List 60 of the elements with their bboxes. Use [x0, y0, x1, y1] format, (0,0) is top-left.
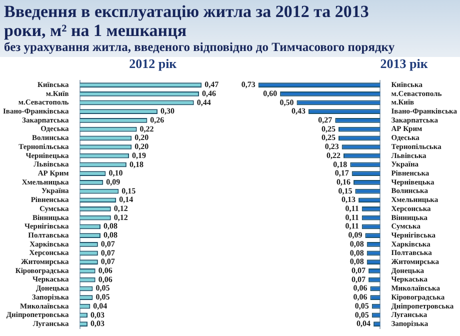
data-label: 0,08 [350, 248, 364, 258]
data-label: 0,27 [318, 116, 332, 125]
data-label: 0,15 [338, 186, 352, 196]
data-label: 0,12 [114, 204, 128, 214]
data-label: 0,06 [98, 266, 112, 276]
data-label: 0,60 [263, 88, 278, 98]
data-label: 0,19 [132, 150, 146, 160]
data-label: 0,73 [241, 80, 256, 90]
data-label: 0,03 [90, 310, 105, 320]
data-label: 0,11 [345, 212, 359, 222]
data-label: 0,05 [96, 292, 110, 302]
data-label: 0,12 [114, 212, 128, 222]
data-label: 0,10 [108, 168, 123, 178]
data-label: 0,23 [324, 142, 339, 152]
data-label: 0,26 [150, 116, 164, 125]
data-label: 0,08 [104, 222, 118, 231]
data-label: 0,08 [350, 257, 364, 266]
data-label: 0,05 [96, 284, 110, 293]
data-label: 0,20 [134, 142, 149, 152]
data-label: 0,09 [106, 177, 120, 186]
data-label: 0,44 [196, 98, 211, 107]
data-label: 0,03 [90, 319, 105, 328]
data-label: 0,07 [100, 239, 115, 248]
data-label: 0,07 [352, 266, 366, 276]
data-label: 0,18 [129, 160, 144, 169]
data-label: 0,11 [345, 204, 359, 214]
x-axis-title: 2012 рік [129, 56, 178, 72]
data-label: 0,22 [326, 150, 341, 160]
data-label: 0,30 [160, 106, 175, 116]
data-label: 0,08 [350, 239, 364, 248]
data-label: 0,11 [345, 222, 359, 231]
data-label: 0,07 [352, 274, 366, 284]
data-label: 0,25 [321, 124, 336, 134]
data-label: 0,14 [119, 195, 134, 204]
data-label: 0,15 [122, 186, 136, 196]
data-label: 0,05 [354, 310, 369, 320]
data-label: 0,50 [280, 98, 294, 107]
data-label: 0,06 [353, 292, 368, 302]
data-label: 0,09 [348, 230, 362, 240]
chart-subtitle: без урахування житла, введеного відповідно до Тимчасового порядку [4, 40, 396, 55]
data-label: 0,07 [100, 248, 115, 258]
x-axis-title: 2013 рік [380, 56, 428, 72]
data-label: 0,47 [204, 80, 219, 90]
data-label: 0,25 [321, 133, 336, 142]
data-label: 0,43 [291, 106, 306, 116]
data-label: 0,07 [100, 257, 115, 266]
data-label: 0,04 [93, 301, 108, 310]
data-label: 0,17 [334, 168, 349, 178]
data-label: 0,18 [333, 160, 348, 169]
data-label: 0,13 [342, 195, 356, 204]
chart-title: Введення в експлуатацію житла за 2012 та 2013 роки, м² на 1 мешканця [4, 2, 370, 40]
data-label: 0,08 [104, 230, 118, 240]
data-label: 0,05 [354, 301, 369, 310]
data-label: 0,22 [140, 124, 154, 134]
data-label: 0,06 [353, 284, 368, 293]
data-label: 0,20 [134, 133, 149, 142]
data-label: 0,06 [98, 274, 112, 284]
data-label: 0,16 [336, 177, 351, 186]
data-label: 0,46 [202, 88, 216, 98]
data-label: 0,04 [356, 319, 371, 328]
